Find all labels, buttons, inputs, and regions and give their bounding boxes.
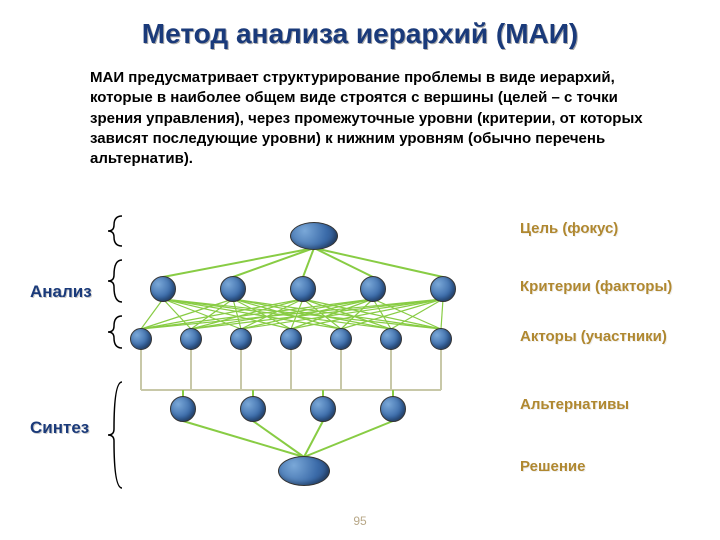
bracket-1 xyxy=(104,258,124,304)
side-label-synthesis: Синтез xyxy=(30,418,89,438)
page-title: Метод анализа иерархий (МАИ) xyxy=(0,0,720,60)
node-actors-0 xyxy=(130,328,152,350)
level-label-decision: Решение xyxy=(520,458,585,475)
node-criteria-1 xyxy=(220,276,246,302)
node-alts-1 xyxy=(240,396,266,422)
node-actors-6 xyxy=(430,328,452,350)
description-text: МАИ предусматривает структурирование про… xyxy=(0,60,720,181)
node-goal-0 xyxy=(290,222,338,250)
bracket-2 xyxy=(104,314,124,350)
bracket-0 xyxy=(104,214,124,248)
node-alts-0 xyxy=(170,396,196,422)
node-alts-2 xyxy=(310,396,336,422)
node-decision-0 xyxy=(278,456,330,486)
node-criteria-0 xyxy=(150,276,176,302)
side-label-analysis: Анализ xyxy=(30,282,92,302)
node-criteria-3 xyxy=(360,276,386,302)
node-actors-5 xyxy=(380,328,402,350)
node-actors-1 xyxy=(180,328,202,350)
level-label-alternatives: Альтернативы xyxy=(520,396,629,413)
diagram-connections xyxy=(0,208,720,508)
node-criteria-4 xyxy=(430,276,456,302)
node-alts-3 xyxy=(380,396,406,422)
node-actors-2 xyxy=(230,328,252,350)
hierarchy-diagram: Цель (фокус) Критерии (факторы) Акторы (уч… xyxy=(0,208,720,508)
node-actors-4 xyxy=(330,328,352,350)
node-criteria-2 xyxy=(290,276,316,302)
level-label-goal: Цель (фокус) xyxy=(520,220,618,237)
level-label-actors: Акторы (участники) xyxy=(520,328,667,345)
bracket-3 xyxy=(104,380,124,490)
page-number: 95 xyxy=(0,514,720,528)
level-label-criteria: Критерии (факторы) xyxy=(520,278,672,295)
node-actors-3 xyxy=(280,328,302,350)
